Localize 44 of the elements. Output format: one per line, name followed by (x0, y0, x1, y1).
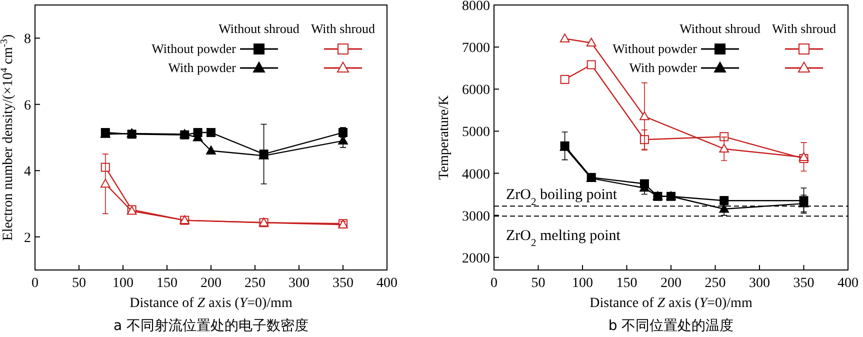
x-tick-label: 300 (288, 276, 310, 291)
y-tick-label: 4000 (462, 167, 490, 182)
text: b 不同位置处的温度 (608, 318, 734, 334)
ref-line-label: ZrO$_{2}$ boiling point (506, 187, 618, 208)
x-tick-label: 400 (376, 276, 398, 291)
x-tick-label: 0 (32, 276, 38, 291)
legend-label: Without powder (612, 41, 698, 56)
x-tick-label: 150 (156, 276, 178, 291)
legend-label: With powder (629, 60, 698, 75)
y-tick-label: 6 (24, 98, 31, 114)
x-tick-label: 200 (200, 276, 222, 291)
y-tick-label: 3000 (462, 209, 490, 224)
annotation: With shroud (310, 21, 376, 36)
x-tick-label: 150 (616, 276, 638, 291)
x-tick-label: 400 (838, 276, 858, 291)
ref-line-label: ZrO$_{2}$ melting point (506, 228, 622, 249)
annotation: Without shroud (218, 21, 300, 36)
legend-label: With powder (168, 60, 237, 75)
x-tick-label: 100 (112, 276, 134, 291)
annotation: Without shroud (680, 21, 761, 36)
text: a 不同射流位置处的电子数密度 (113, 318, 309, 334)
legend-label: Without powder (152, 41, 237, 56)
x-axis-title: Distance of Z axis (Y=0)/mm (590, 296, 752, 311)
x-axis-title: Distance of Z axis (Y=0)/mm (130, 296, 292, 311)
x-tick-label: 350 (332, 276, 354, 291)
x-tick-label: 100 (572, 276, 593, 291)
y-axis-title: Temperature/K (437, 95, 452, 180)
y-tick-label: 7000 (462, 41, 490, 56)
x-tick-label: 0 (490, 276, 498, 291)
y-tick-label: 8000 (462, 0, 490, 14)
y-tick-label: 6000 (462, 83, 490, 98)
x-tick-label: 200 (660, 276, 682, 291)
y-tick-label: 4 (24, 164, 31, 180)
y-tick-label: 8 (24, 32, 31, 48)
x-tick-label: 50 (531, 276, 546, 291)
y-tick-label: 2000 (462, 251, 490, 266)
y-tick-label: 2 (24, 230, 31, 246)
x-tick-label: 350 (793, 276, 814, 291)
x-tick-label: 300 (749, 276, 770, 291)
annotation: With shroud (772, 21, 837, 36)
x-tick-label: 250 (244, 276, 266, 291)
y-tick-label: 5000 (462, 125, 490, 140)
x-tick-label: 250 (704, 276, 726, 291)
x-tick-label: 50 (72, 276, 86, 291)
